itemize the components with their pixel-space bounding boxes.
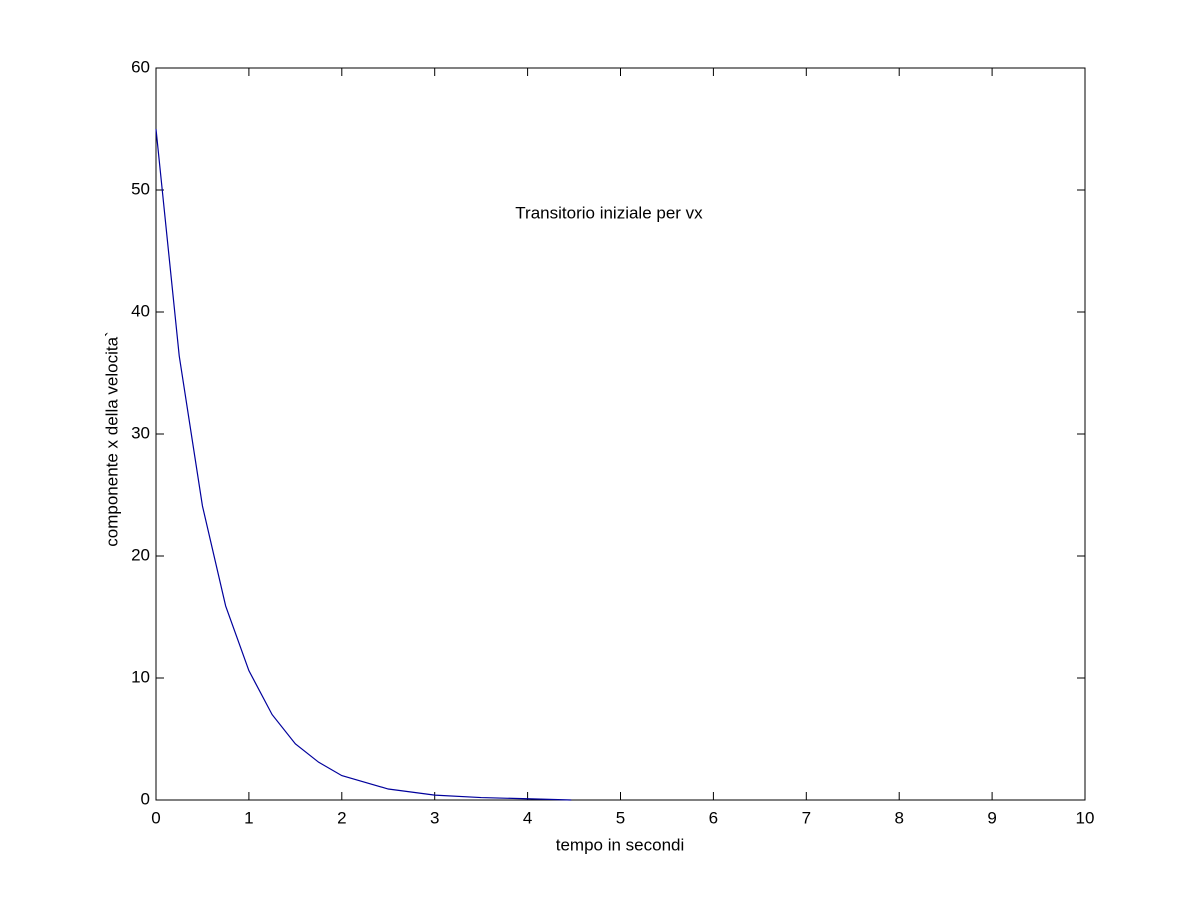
data-line	[155, 128, 572, 801]
x-tick-label: 5	[616, 808, 625, 827]
plot-area	[155, 67, 1086, 801]
y-tick-label: 30	[131, 423, 150, 442]
y-tick-label: 10	[131, 667, 150, 686]
y-axis-label: componente x della velocita`	[102, 331, 121, 546]
annotation: Transitorio iniziale per vx	[515, 203, 703, 222]
x-axis-label: tempo in secondi	[556, 835, 685, 854]
y-tick-label: 0	[141, 789, 150, 808]
y-tick-label: 20	[131, 545, 150, 564]
x-tick-label: 8	[894, 808, 903, 827]
x-tick-label: 7	[802, 808, 811, 827]
y-tick-label: 50	[131, 179, 150, 198]
x-tick-label: 3	[430, 808, 439, 827]
x-tick-label: 4	[523, 808, 532, 827]
x-tick-label: 9	[987, 808, 996, 827]
x-tick-label: 6	[709, 808, 718, 827]
y-tick-label: 60	[131, 57, 150, 76]
x-tick-label: 2	[337, 808, 346, 827]
x-tick-label: 1	[244, 808, 253, 827]
x-tick-label: 0	[151, 808, 160, 827]
x-tick-label: 10	[1076, 808, 1095, 827]
y-tick-label: 40	[131, 301, 150, 320]
